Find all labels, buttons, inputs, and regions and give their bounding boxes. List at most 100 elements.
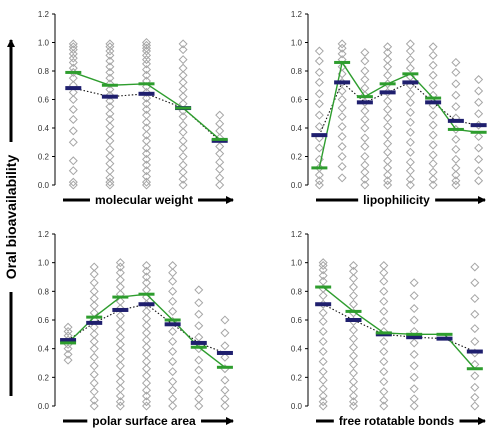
data-point <box>474 143 484 153</box>
data-point <box>405 55 415 65</box>
data-point <box>318 271 328 281</box>
data-point <box>405 46 415 56</box>
data-point <box>215 173 225 183</box>
y-tick-label: 0.6 <box>291 96 303 105</box>
data-point <box>215 119 225 129</box>
mean-marker <box>86 315 103 319</box>
data-point <box>360 151 370 162</box>
data-point <box>470 278 480 288</box>
x-axis-label-bg <box>333 413 460 429</box>
data-point <box>115 339 125 349</box>
mean-marker <box>60 341 77 345</box>
y-tick-label: 0.2 <box>38 153 50 162</box>
data-point <box>105 46 115 56</box>
data-point <box>451 90 461 100</box>
data-point <box>428 60 438 70</box>
data-point <box>318 375 328 385</box>
data-point <box>318 336 328 347</box>
data-point <box>105 173 115 183</box>
data-point <box>178 77 188 87</box>
data-point <box>178 70 188 80</box>
data-point <box>318 265 328 275</box>
data-point <box>383 113 393 123</box>
data-point <box>89 387 99 397</box>
data-point <box>409 278 419 288</box>
data-point <box>314 180 324 190</box>
mean-marker <box>164 318 181 322</box>
data-point <box>474 166 484 176</box>
data-point <box>141 87 152 97</box>
data-point <box>89 395 99 405</box>
data-point <box>383 156 393 166</box>
data-point <box>360 56 370 66</box>
data-point <box>409 349 419 359</box>
data-point <box>383 42 393 52</box>
data-point <box>115 397 125 407</box>
data-point <box>314 46 324 56</box>
data-point <box>115 361 125 371</box>
data-point <box>89 361 99 371</box>
data-point <box>474 176 484 186</box>
data-point <box>360 167 370 177</box>
median-marker <box>425 100 442 105</box>
data-point <box>451 102 461 112</box>
median-marker <box>190 340 207 345</box>
data-point <box>451 176 461 186</box>
data-point <box>89 369 99 379</box>
y-tick-label: 0.0 <box>291 181 303 190</box>
data-point <box>115 262 125 272</box>
data-point <box>474 97 484 107</box>
data-point <box>105 56 115 66</box>
data-point <box>470 371 480 381</box>
data-point <box>141 93 152 103</box>
data-point <box>405 117 415 127</box>
data-point <box>168 394 178 404</box>
data-point <box>168 296 178 306</box>
data-point <box>141 55 152 65</box>
data-point <box>220 394 230 404</box>
data-point <box>220 385 230 395</box>
data-point <box>405 63 415 73</box>
data-point <box>360 106 370 116</box>
y-tick-label: 1.2 <box>291 230 303 239</box>
data-point <box>428 130 438 140</box>
data-point <box>141 349 152 359</box>
data-point <box>314 56 324 66</box>
data-point <box>115 347 125 357</box>
data-point <box>68 126 78 136</box>
data-point <box>68 137 78 147</box>
data-point <box>115 369 125 379</box>
data-point <box>348 282 359 292</box>
data-point <box>314 67 324 77</box>
data-point <box>178 92 188 102</box>
data-point <box>168 268 178 278</box>
data-point <box>141 59 152 69</box>
data-point <box>348 359 359 369</box>
data-point <box>178 136 188 146</box>
data-point <box>68 177 78 187</box>
data-point <box>337 94 347 105</box>
data-point <box>105 79 115 89</box>
data-point <box>314 122 324 132</box>
data-point <box>360 160 370 170</box>
y-tick-label: 0.0 <box>291 402 303 411</box>
data-point <box>383 122 393 132</box>
data-point <box>115 401 125 411</box>
data-point <box>337 132 347 142</box>
data-point <box>115 296 125 306</box>
data-point <box>470 359 480 369</box>
data-point <box>115 282 125 292</box>
data-point <box>405 127 415 137</box>
data-point <box>105 90 115 100</box>
mean-marker <box>356 95 373 99</box>
data-point <box>89 278 99 288</box>
mean-marker <box>138 82 155 86</box>
data-point <box>318 357 328 367</box>
data-point <box>348 266 359 276</box>
data-point <box>220 315 230 325</box>
data-point <box>68 94 78 105</box>
data-point <box>383 130 393 140</box>
data-point <box>215 110 225 120</box>
data-point <box>105 50 115 60</box>
data-point <box>141 335 152 345</box>
